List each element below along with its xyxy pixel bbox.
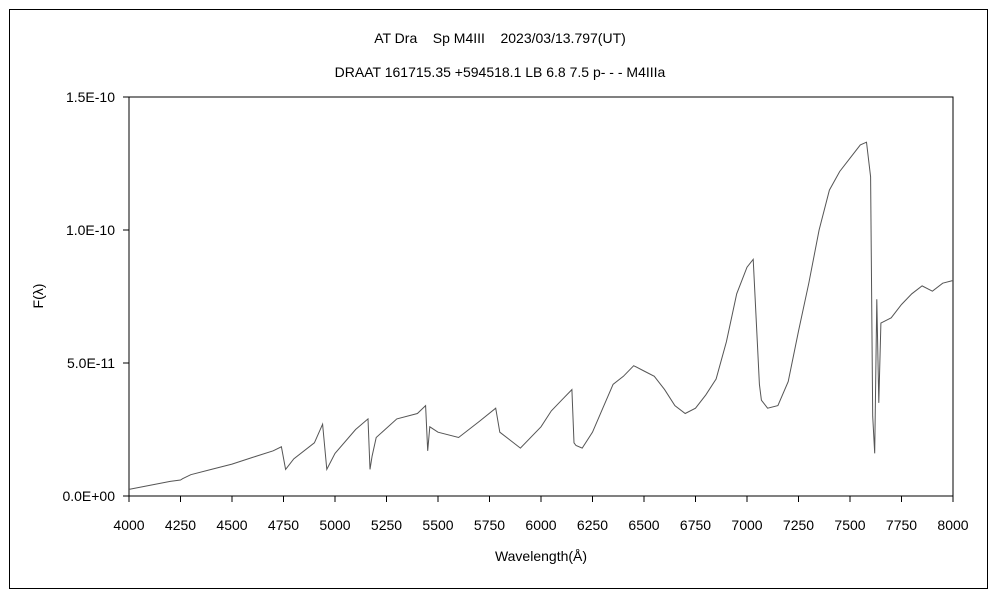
y-tick-label: 1.5E-10 xyxy=(66,89,115,105)
chart-subtitle: DRAAT 161715.35 +594518.1 LB 6.8 7.5 p- … xyxy=(334,64,666,80)
x-tick-label: 7250 xyxy=(783,517,814,533)
x-tick-label: 6750 xyxy=(680,517,711,533)
x-tick-label: 4750 xyxy=(268,517,299,533)
x-tick-label: 7000 xyxy=(731,517,762,533)
y-tick-label: 5.0E-11 xyxy=(67,355,115,371)
x-tick-label: 6000 xyxy=(525,517,556,533)
y-axis-label: F(λ) xyxy=(30,284,46,309)
chart-frame xyxy=(9,9,988,589)
x-tick-label: 5250 xyxy=(371,517,402,533)
y-tick-label: 0.0E+00 xyxy=(62,488,115,504)
x-tick-label: 4000 xyxy=(113,517,144,533)
x-tick-label: 5750 xyxy=(474,517,505,533)
x-tick-label: 8000 xyxy=(937,517,968,533)
axis-ticks: 4000 4250 4500 4750 5000 5250 5500 5750 6000 6250… xyxy=(62,89,968,533)
x-tick-label: 7500 xyxy=(834,517,865,533)
x-tick-label: 6500 xyxy=(628,517,659,533)
x-tick-label: 4500 xyxy=(216,517,247,533)
x-axis-label: Wavelength(Å) xyxy=(495,548,587,564)
x-tick-label: 4250 xyxy=(165,517,196,533)
x-tick-label: 5500 xyxy=(422,517,453,533)
plot-area xyxy=(128,96,954,497)
x-tick-label: 5000 xyxy=(319,517,350,533)
x-tick-label: 6250 xyxy=(577,517,608,533)
spectrum-line xyxy=(128,141,954,490)
y-tick-label: 1.0E-10 xyxy=(66,222,115,238)
x-tick-label: 7750 xyxy=(886,517,917,533)
chart-title: AT Dra Sp M4III 2023/03/13.797(UT) xyxy=(374,30,626,46)
